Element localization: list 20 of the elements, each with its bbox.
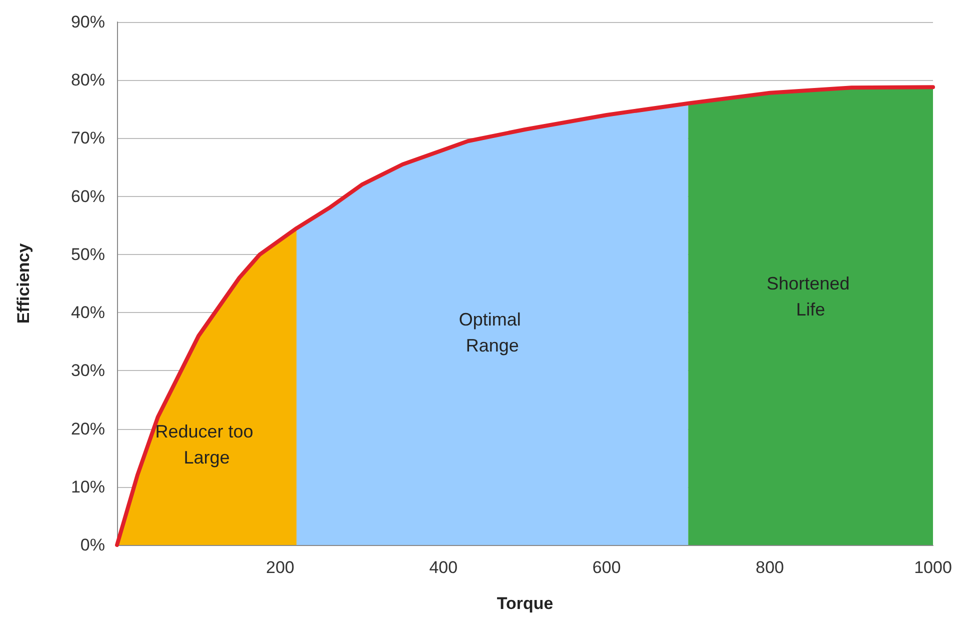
x-tick-label: 600 xyxy=(592,558,621,577)
y-tick-label: 30% xyxy=(70,361,105,380)
y-axis-title: Efficiency xyxy=(14,242,33,324)
y-tick-label: 50% xyxy=(70,244,105,264)
y-tick-label: 0% xyxy=(80,536,105,554)
series-label: Optimal Range xyxy=(458,309,526,356)
y-tick-label: 20% xyxy=(70,419,105,438)
y-tick-label: 70% xyxy=(70,128,105,148)
x-tick-label: 1000 xyxy=(914,558,952,577)
series-label: Reducer too Large xyxy=(155,421,258,468)
series-label: Shortened Life xyxy=(766,273,855,320)
x-tick-label: 800 xyxy=(756,558,784,577)
y-tick-label: 80% xyxy=(70,70,105,90)
y-tick-label: 40% xyxy=(70,303,105,322)
x-axis-title: Torque xyxy=(496,594,554,613)
y-tick-label: 90% xyxy=(70,12,105,32)
y-tick-label: 60% xyxy=(70,186,105,206)
x-tick-label: 400 xyxy=(429,558,458,577)
y-tick-label: 10% xyxy=(70,477,105,496)
x-tick-label: 200 xyxy=(266,558,294,577)
